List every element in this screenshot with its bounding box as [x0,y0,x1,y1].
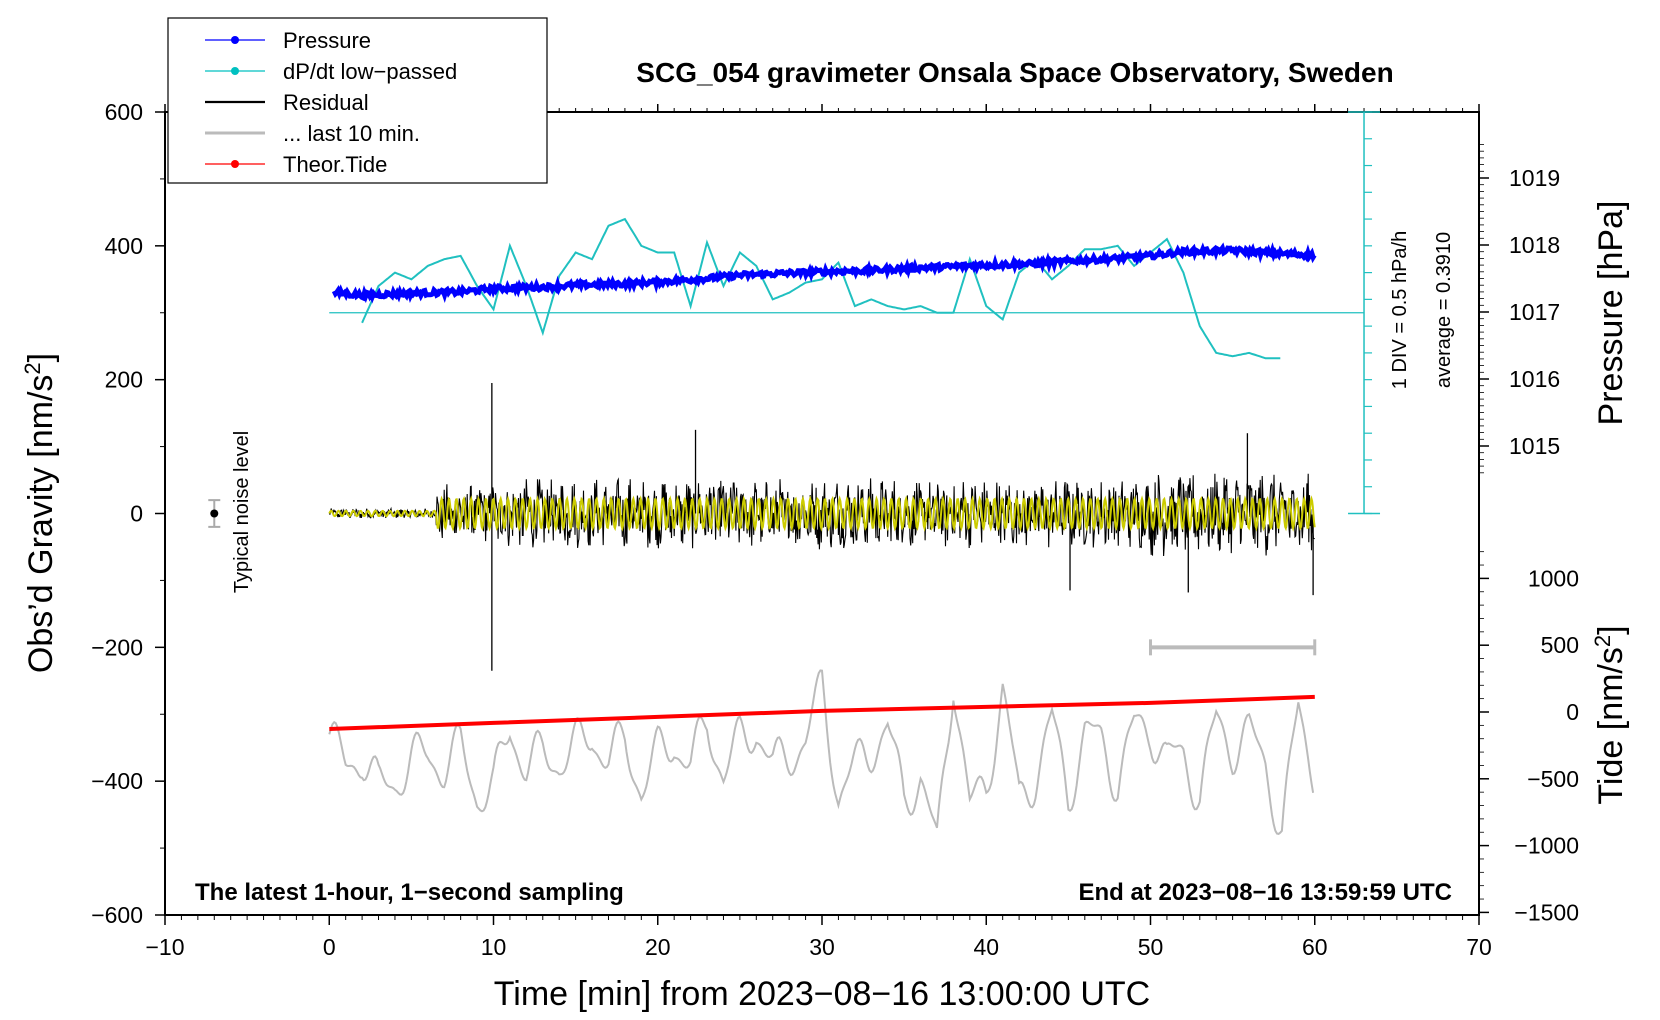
tide-series-line [329,694,1315,731]
legend-box [167,17,548,184]
x-tick-label: 0 [323,934,336,960]
series-layer [208,217,1317,835]
y-tick-label: −200 [91,634,143,660]
x-tick-label: −10 [145,934,184,960]
bottom-right-note: End at 2023−08−16 13:59:59 UTC [1078,879,1452,906]
noise-level-label: Typical noise level [231,431,253,593]
residual-filtered-line [328,495,1316,532]
x-tick-label: 10 [481,934,507,960]
last10-series-line [328,669,1315,835]
tide-tick-label: −500 [1527,766,1579,792]
pressure-tick-label: 1017 [1509,299,1560,325]
x-tick-label: 40 [973,934,999,960]
legend-label: Pressure [283,28,371,53]
legend-marker [231,160,239,168]
y-tick-label: −600 [91,902,143,928]
x-axis-title: Time [min] from 2023−08−16 13:00:00 UTC [494,975,1150,1013]
x-tick-label: 50 [1138,934,1164,960]
pressure-tick-label: 1016 [1509,366,1560,392]
chart-title: SCG_054 gravimeter Onsala Space Observat… [636,57,1393,88]
tide-tick-label: 1000 [1528,565,1579,591]
residual-series-line [328,473,1315,557]
pressure-tick-label: 1019 [1509,165,1560,191]
legend-label: Residual [283,90,369,115]
tick-label-layer: −10 0 10 20 30 40 50 60 70 −600 −400 −200 0 200 400 600… [91,99,1579,960]
legend-marker [231,36,239,44]
tide-tick-label: −1000 [1514,833,1579,859]
legend-label: ... last 10 min. [283,121,420,146]
y-tick-label: 200 [105,367,143,393]
bottom-left-note: The latest 1-hour, 1−second sampling [195,879,624,906]
y-tick-label: 600 [105,99,143,125]
y-axis-title-tide: Tide [nm/s2] [1590,625,1630,804]
dpdt-scale-label: 1 DIV = 0.5 hPa/h [1389,231,1411,389]
legend-label: Theor.Tide [283,152,387,177]
legend-marker [231,67,239,75]
y-axis-title-left: Obs’d Gravity [nm/s2] [20,353,60,673]
pressure-series-line [331,242,1317,304]
y-tick-label: 400 [105,233,143,259]
noise-level-point [210,509,219,518]
tide-tick-label: −1500 [1514,899,1579,925]
legend-entries: Pressure dP/dt low−passed Residual ... last… [205,28,457,177]
y-axis-title-pressure: Pressure [hPa] [1592,201,1630,426]
y-tick-label: −400 [91,768,143,794]
x-tick-label: 70 [1466,934,1492,960]
pressure-tick-label: 1015 [1509,433,1560,459]
pressure-tick-label: 1018 [1509,232,1560,258]
dpdt-average-label: average = 0.3910 [1433,232,1455,388]
tide-tick-label: 500 [1541,632,1579,658]
x-tick-label: 60 [1302,934,1328,960]
x-tick-label: 30 [809,934,835,960]
tide-tick-label: 0 [1566,699,1579,725]
legend: Pressure dP/dt low−passed Residual ... last… [167,17,548,184]
y-tick-label: 0 [130,501,143,527]
x-tick-label: 20 [645,934,671,960]
legend-label: dP/dt low−passed [283,59,457,84]
